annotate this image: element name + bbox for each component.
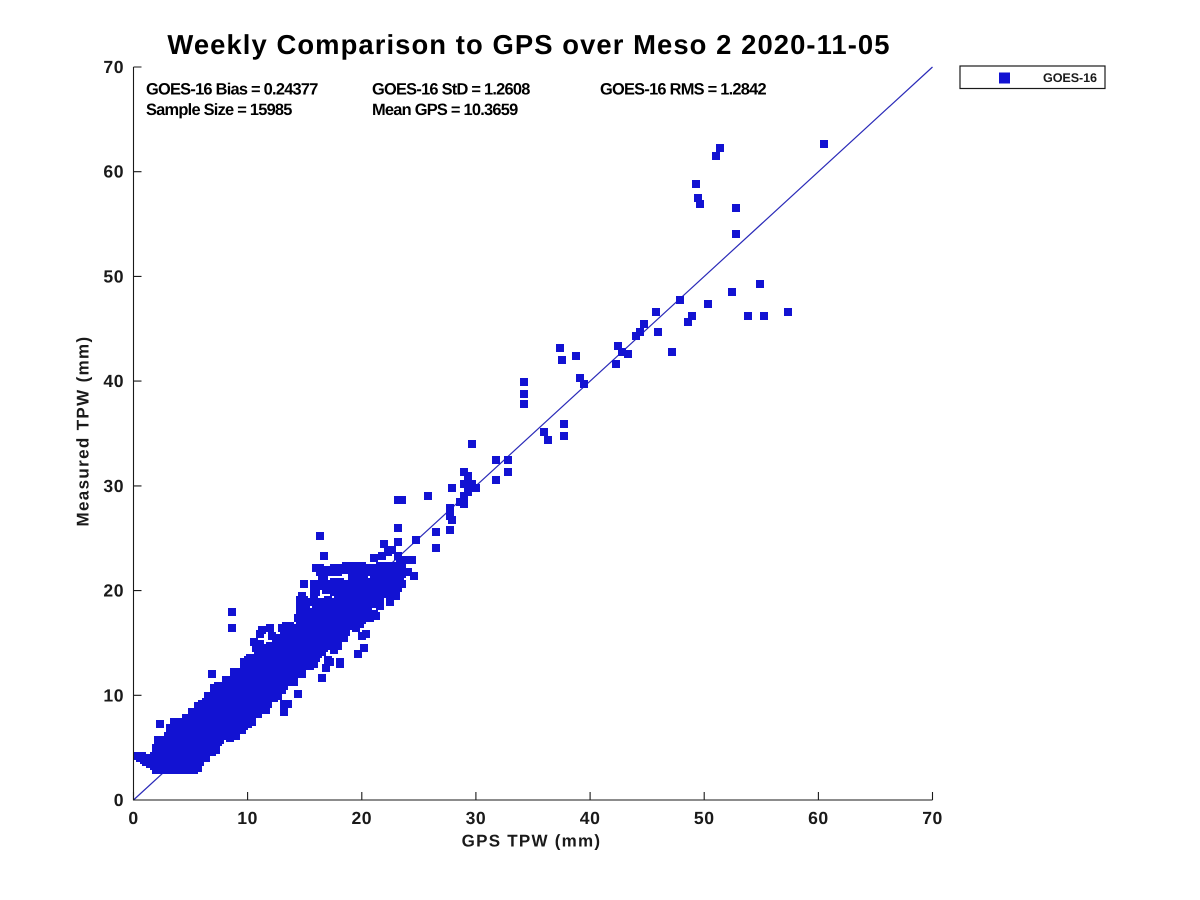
svg-text:GOES-16 Bias = 0.24377: GOES-16 Bias = 0.24377: [146, 80, 318, 98]
svg-text:GPS TPW (mm): GPS TPW (mm): [462, 832, 602, 851]
svg-text:Sample Size = 15985: Sample Size = 15985: [146, 101, 292, 119]
svg-text:70: 70: [922, 808, 943, 828]
svg-text:10: 10: [103, 685, 124, 705]
svg-text:GOES-16 StD = 1.2608: GOES-16 StD = 1.2608: [372, 80, 530, 98]
svg-text:40: 40: [103, 371, 124, 391]
svg-text:40: 40: [580, 808, 601, 828]
svg-text:30: 30: [103, 476, 124, 496]
svg-text:GOES-16 RMS = 1.2842: GOES-16 RMS = 1.2842: [600, 80, 766, 98]
svg-text:0: 0: [114, 790, 124, 810]
svg-text:60: 60: [103, 162, 124, 182]
svg-text:10: 10: [237, 808, 258, 828]
svg-text:Mean GPS = 10.3659: Mean GPS = 10.3659: [372, 101, 518, 119]
svg-text:50: 50: [694, 808, 715, 828]
svg-text:60: 60: [808, 808, 829, 828]
svg-text:30: 30: [466, 808, 487, 828]
svg-text:70: 70: [103, 57, 124, 77]
svg-text:Weekly Comparison to GPS over: Weekly Comparison to GPS over Meso 2 202…: [167, 29, 890, 60]
svg-text:Measured TPW (mm): Measured TPW (mm): [74, 335, 93, 526]
svg-text:50: 50: [103, 266, 124, 286]
svg-text:0: 0: [128, 808, 138, 828]
svg-text:20: 20: [103, 581, 124, 601]
svg-text:20: 20: [352, 808, 373, 828]
svg-text:GOES-16: GOES-16: [1043, 71, 1097, 85]
